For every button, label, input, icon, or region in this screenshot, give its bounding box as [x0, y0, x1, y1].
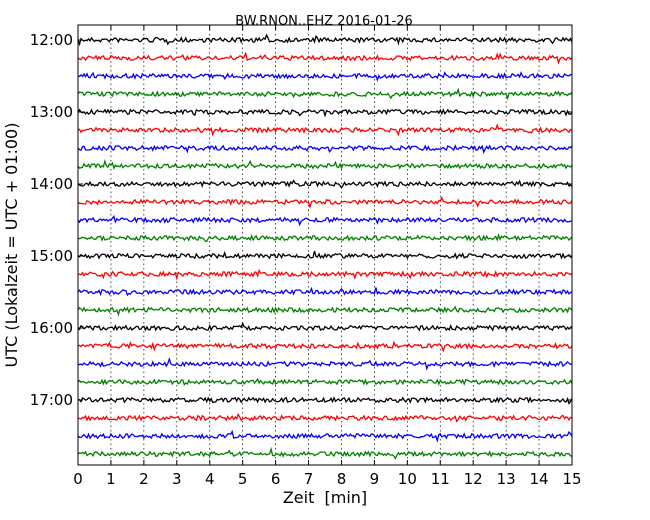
- x-tick-label: 13: [497, 470, 516, 488]
- x-tick-label: 12: [464, 470, 483, 488]
- trace-line: [77, 179, 573, 189]
- trace-line: [77, 233, 573, 243]
- x-tick-label: 6: [271, 470, 281, 488]
- y-axis-ticks: 12:00 13:00 14:00 15:00 16:00 17:00: [30, 31, 572, 409]
- y-tick-label: 15:00: [30, 247, 73, 265]
- trace-line: [77, 321, 573, 332]
- trace-line: [77, 340, 573, 353]
- x-tick-label: 9: [370, 470, 380, 488]
- trace-line: [77, 305, 573, 317]
- trace-line: [77, 87, 573, 101]
- x-axis-label: Zeit [min]: [283, 488, 367, 507]
- trace-line: [77, 196, 573, 209]
- x-tick-label: 7: [304, 470, 314, 488]
- y-tick-label: 13:00: [30, 103, 73, 121]
- x-tick-label: 3: [172, 470, 182, 488]
- trace-line: [77, 429, 573, 443]
- trace-line: [77, 214, 573, 227]
- trace-line: [77, 446, 573, 460]
- trace-line: [77, 144, 573, 155]
- trace-line: [77, 412, 572, 423]
- x-axis-ticks: 0 1 2 3 4 5 6 7 8 9 10 11 12 13 14 15: [73, 25, 582, 488]
- x-tick-label: 4: [205, 470, 215, 488]
- trace-line: [77, 268, 573, 281]
- y-axis-label: UTC (Lokalzeit = UTC + 01:00): [2, 123, 21, 368]
- trace-line: [77, 123, 573, 137]
- x-tick-label: 15: [562, 470, 581, 488]
- x-tick-label: 8: [337, 470, 347, 488]
- grid-lines: [110, 25, 540, 465]
- x-tick-label: 2: [139, 470, 149, 488]
- y-tick-label: 14:00: [30, 175, 73, 193]
- traces-group: [77, 33, 573, 460]
- trace-line: [77, 158, 573, 170]
- trace-line: [77, 108, 573, 118]
- chart-title: BW.RNON..EHZ 2016-01-26: [235, 14, 413, 29]
- x-tick-label: 14: [530, 470, 549, 488]
- y-tick-label: 12:00: [30, 31, 73, 49]
- x-tick-label: 5: [238, 470, 248, 488]
- x-tick-label: 11: [431, 470, 450, 488]
- trace-line: [77, 357, 573, 371]
- trace-line: [77, 396, 573, 405]
- y-tick-label: 17:00: [30, 391, 73, 409]
- x-tick-label: 1: [106, 470, 116, 488]
- y-tick-label: 16:00: [30, 319, 73, 337]
- trace-line: [77, 33, 573, 47]
- trace-line: [77, 51, 573, 65]
- trace-line: [77, 71, 573, 82]
- trace-line: [77, 286, 573, 297]
- x-tick-label: 10: [398, 470, 417, 488]
- trace-line: [77, 250, 573, 260]
- plot-frame: [77, 24, 573, 466]
- x-tick-label: 0: [73, 470, 83, 488]
- trace-line: [77, 377, 573, 386]
